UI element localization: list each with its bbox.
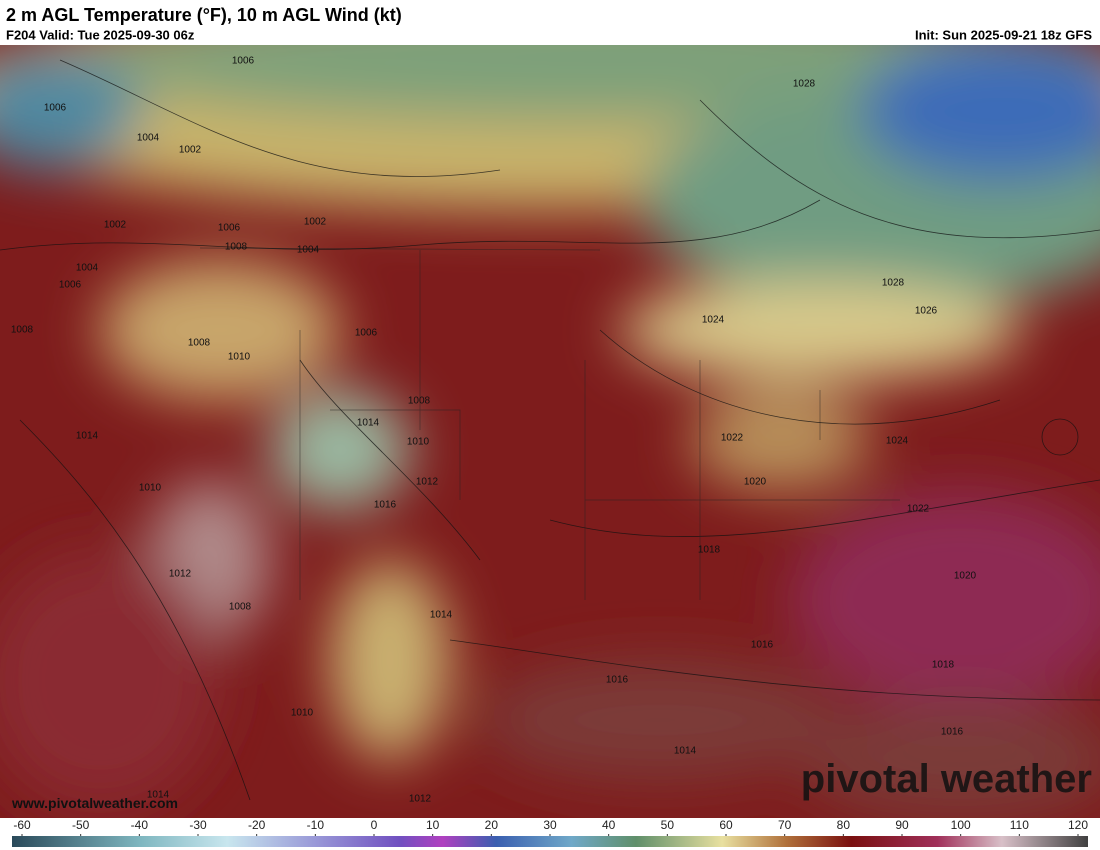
isobar-label: 1002 [304, 217, 327, 228]
isobar-label: 1008 [408, 396, 431, 407]
colorbar-tick-label: -50 [72, 818, 90, 832]
colorbar-tick-label: -20 [248, 818, 266, 832]
isobar-label: 1014 [147, 790, 170, 801]
isobar-label: 1026 [915, 306, 938, 317]
isobar-label: 1006 [44, 103, 67, 114]
isobar-label: 1006 [218, 223, 241, 234]
isobar-label: 1006 [59, 280, 82, 291]
website-credit: www.pivotalweather.com [11, 795, 178, 811]
isobar-label: 1022 [907, 504, 930, 515]
colorbar-tick-label: 80 [837, 818, 851, 832]
colorbar [12, 836, 1088, 847]
colorbar-tick-label: 30 [543, 818, 557, 832]
isobar-label: 1020 [954, 571, 977, 582]
colorbar-tick-label: 40 [602, 818, 616, 832]
isobar-label: 1010 [139, 483, 162, 494]
colorbar-tick-label: 110 [1010, 818, 1029, 832]
isobar-label: 1006 [232, 56, 255, 67]
isobar-label: 1010 [291, 708, 314, 719]
isobar-label: 1010 [228, 352, 251, 363]
isobar-label: 1018 [932, 660, 955, 671]
valid-time: F204 Valid: Tue 2025-09-30 06z [6, 27, 195, 42]
isobar-label: 1016 [941, 727, 964, 738]
isobar-label: 1004 [76, 263, 99, 274]
colorbar-tick-label: 90 [895, 818, 909, 832]
isobar-label: 1016 [606, 675, 629, 686]
state-borders [199, 247, 900, 600]
isobar-labels: 1006 1006 1004 1002 1002 1006 1008 1002 1004 1004… [11, 56, 977, 805]
colorbar-tick-label: 50 [661, 818, 675, 832]
isobar-label: 1024 [886, 436, 909, 447]
init-time: Init: Sun 2025-09-21 18z GFS [915, 27, 1092, 42]
map: 1006 1006 1004 1002 1002 1006 1008 1002 1004 1004… [0, 45, 1100, 818]
isobar-label: 1016 [751, 640, 774, 651]
isobar-label: 1024 [702, 315, 725, 326]
isobar-label: 1010 [407, 437, 430, 448]
isobar-label: 1028 [793, 79, 816, 90]
isobar-label: 1014 [674, 746, 697, 757]
isobar-label: 1014 [430, 610, 453, 621]
isobar-label: 1012 [409, 794, 432, 805]
isobar-label: 1012 [169, 569, 192, 580]
isobars [0, 59, 1100, 801]
map-title: 2 m AGL Temperature (°F), 10 m AGL Wind … [6, 5, 402, 25]
isobar-label: 1020 [744, 477, 767, 488]
colorbar-tick-label: -30 [189, 818, 207, 832]
isobar-label: 1002 [179, 145, 202, 156]
isobar-label: 1006 [355, 328, 378, 339]
colorbar-tick-label: -60 [13, 818, 31, 832]
colorbar-tick-label: 60 [719, 818, 733, 832]
colorbar-tick-label: 70 [778, 818, 792, 832]
isobar-label: 1012 [416, 477, 439, 488]
isobar-label: 1016 [374, 500, 397, 511]
colorbar-tick-label: 10 [426, 818, 440, 832]
isobar-label: 1002 [104, 220, 127, 231]
watermark: pivotal weather [801, 757, 1092, 801]
colorbar-tick-label: 0 [371, 818, 378, 832]
isobar-label: 1014 [357, 418, 380, 429]
isobar-label: 1022 [721, 433, 744, 444]
colorbar-tick-label: 120 [1068, 818, 1088, 832]
colorbar-ticks: -60 -50 -40 -30 -20 -10 0 10 20 30 40 50 60 70 80 90 100… [13, 818, 1088, 836]
isobar-label: 1014 [76, 431, 99, 442]
isobar-label: 1008 [188, 338, 211, 349]
temperature-field [0, 45, 1100, 818]
isobar-label: 1004 [297, 245, 320, 256]
isobar-label: 1008 [11, 325, 34, 336]
colorbar-tick-label: -40 [131, 818, 149, 832]
isobar-label: 1028 [882, 278, 905, 289]
colorbar-tick-label: -10 [307, 818, 325, 832]
colorbar-tick-label: 20 [485, 818, 499, 832]
isobar-label: 1004 [137, 133, 160, 144]
isobar-label: 1018 [698, 545, 721, 556]
isobar-label: 1008 [229, 602, 252, 613]
colorbar-tick-label: 100 [951, 818, 971, 832]
isobar-label: 1008 [225, 242, 248, 253]
